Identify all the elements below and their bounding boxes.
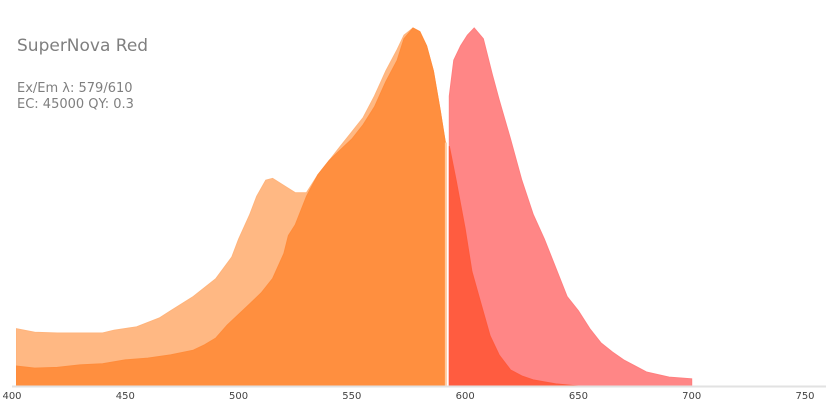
- x-tick-label: 450: [116, 391, 135, 402]
- ec-qy-label: EC: 45000 QY: 0.3: [17, 97, 134, 112]
- spectrum-area-3: [448, 146, 579, 387]
- spectrum-area-1: [15, 27, 447, 387]
- x-tick-label: 500: [229, 391, 248, 402]
- x-tick-label: 550: [342, 391, 361, 402]
- x-tick-label: 600: [456, 391, 475, 402]
- excitation-emission-label: Ex/Em λ: 579/610: [17, 81, 133, 96]
- chart-title: SuperNova Red: [17, 36, 149, 56]
- x-tick-label: 400: [2, 391, 21, 402]
- spectrum-area-2: [448, 27, 693, 387]
- x-tick-label: 650: [569, 391, 588, 402]
- x-tick-label: 750: [795, 391, 814, 402]
- x-tick-label: 700: [682, 391, 701, 402]
